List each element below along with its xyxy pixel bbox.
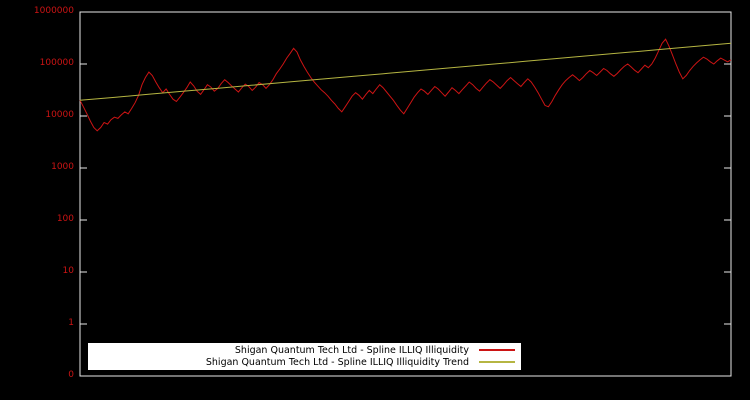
legend: Shigan Quantum Tech Ltd - Spline ILLIQ I…: [88, 343, 521, 370]
legend-label-illiquidity: Shigan Quantum Tech Ltd - Spline ILLIQ I…: [234, 344, 469, 356]
y-tick-label: 100000: [39, 58, 74, 68]
y-tick-label: 100: [56, 214, 74, 224]
y-tick-label: 10000: [45, 110, 74, 120]
y-tick-label: 1000: [51, 162, 74, 172]
y-tick-label: 0: [68, 370, 74, 380]
legend-label-trend: Shigan Quantum Tech Ltd - Spline ILLIQ I…: [205, 356, 469, 368]
legend-item-illiquidity: Shigan Quantum Tech Ltd - Spline ILLIQ I…: [94, 344, 515, 356]
y-tick-label: 1000000: [33, 6, 74, 16]
legend-item-trend: Shigan Quantum Tech Ltd - Spline ILLIQ I…: [94, 356, 515, 368]
legend-line-sample-olive: [479, 361, 515, 363]
y-tick-label: 1: [68, 318, 74, 328]
legend-line-sample-red: [479, 349, 515, 351]
y-tick-label: 10: [62, 266, 74, 276]
